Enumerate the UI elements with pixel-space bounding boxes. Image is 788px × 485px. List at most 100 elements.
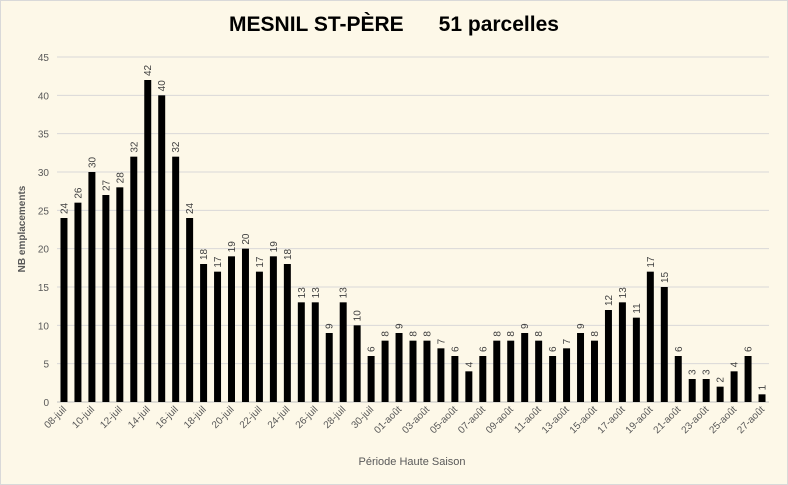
x-tick-label: 24-juil — [266, 404, 293, 431]
bar — [744, 356, 752, 402]
chart-title: MESNIL ST-PÈRE 51 parcelles — [229, 13, 559, 36]
data-label: 42 — [143, 64, 154, 76]
x-tick-label: 26-juil — [294, 404, 321, 431]
bar — [102, 195, 110, 402]
bar — [632, 317, 640, 402]
bar — [395, 333, 403, 402]
data-label: 40 — [157, 80, 168, 92]
data-label: 17 — [646, 256, 657, 268]
data-label: 2 — [716, 377, 727, 383]
bar — [158, 95, 166, 402]
x-tick-label: 12-juil — [98, 404, 125, 431]
y-axis-title: NB emplacements — [17, 185, 28, 272]
bar — [646, 271, 654, 402]
bar — [130, 156, 138, 402]
bar — [60, 218, 68, 402]
data-label: 8 — [492, 331, 503, 337]
bar — [186, 218, 194, 402]
bar — [116, 187, 124, 402]
data-label: 10 — [353, 310, 364, 322]
bar — [409, 340, 417, 402]
data-label: 6 — [674, 346, 685, 352]
bar — [563, 348, 571, 402]
x-axis-title: Période Haute Saison — [358, 456, 465, 468]
bar — [144, 80, 152, 402]
x-tick-label: 07-août — [456, 404, 488, 436]
bar — [535, 340, 543, 402]
data-label: 17 — [213, 256, 224, 268]
x-tick-label: 30-juil — [350, 404, 377, 431]
x-tick-label: 21-août — [652, 404, 684, 436]
data-label: 6 — [478, 346, 489, 352]
bar — [660, 287, 668, 402]
data-label: 6 — [450, 346, 461, 352]
data-label: 13 — [311, 287, 322, 299]
y-tick-label: 10 — [38, 321, 50, 332]
data-label: 27 — [101, 179, 112, 191]
data-label: 9 — [395, 323, 406, 329]
bar — [604, 310, 612, 402]
bar — [255, 271, 263, 402]
data-label: 15 — [660, 271, 671, 283]
bar — [283, 264, 291, 402]
bar — [521, 333, 529, 402]
data-label: 9 — [325, 323, 336, 329]
data-label: 9 — [520, 323, 531, 329]
x-tick-label: 09-août — [484, 404, 516, 436]
x-tick-label: 17-août — [596, 404, 628, 436]
data-label: 8 — [534, 331, 545, 337]
x-tick-label: 16-juil — [154, 404, 181, 431]
bar — [451, 356, 459, 402]
data-label: 30 — [87, 156, 98, 168]
x-tick-label: 22-juil — [238, 404, 265, 431]
data-label: 18 — [283, 248, 294, 260]
bar — [311, 302, 319, 402]
bar — [591, 340, 598, 402]
data-label: 6 — [744, 346, 755, 352]
x-tick-label: 05-août — [428, 404, 460, 436]
data-label: 3 — [702, 369, 713, 375]
x-tick-label: 01-août — [372, 404, 404, 436]
data-label: 13 — [339, 287, 350, 299]
data-label: 32 — [171, 141, 182, 153]
data-label: 7 — [436, 338, 447, 344]
bar — [88, 172, 96, 402]
bar — [241, 248, 249, 402]
bar — [716, 386, 724, 402]
x-tick-label: 20-juil — [210, 404, 237, 431]
data-label: 8 — [590, 331, 601, 337]
data-label: 8 — [381, 331, 392, 337]
bar — [465, 371, 473, 402]
y-tick-label: 5 — [43, 360, 49, 371]
x-tick-label: 14-juil — [126, 404, 153, 431]
data-label: 6 — [548, 346, 559, 352]
bar — [493, 340, 501, 402]
x-tick-label: 19-août — [624, 404, 656, 436]
data-label: 24 — [185, 202, 196, 214]
x-tick-label: 13-août — [540, 404, 572, 436]
bar — [674, 356, 682, 402]
data-label: 8 — [409, 331, 420, 337]
bar — [437, 348, 445, 402]
y-tick-label: 20 — [38, 245, 50, 256]
bar — [507, 340, 515, 402]
bar — [353, 325, 361, 402]
data-label: 11 — [632, 303, 643, 314]
y-tick-label: 40 — [38, 91, 50, 102]
bar — [367, 356, 375, 402]
x-tick-label: 23-août — [680, 404, 712, 436]
x-tick-label: 11-août — [513, 404, 544, 435]
bar — [730, 371, 738, 402]
y-tick-label: 45 — [38, 53, 50, 64]
bar — [200, 264, 208, 402]
bar — [74, 202, 82, 402]
data-label: 8 — [422, 331, 433, 337]
data-label: 1 — [758, 384, 769, 390]
bar — [339, 302, 347, 402]
data-label: 3 — [688, 369, 699, 375]
x-tick-label: 28-juil — [322, 404, 349, 431]
x-tick-label: 03-août — [400, 404, 432, 436]
y-tick-label: 15 — [38, 283, 50, 294]
data-label: 32 — [129, 141, 140, 153]
